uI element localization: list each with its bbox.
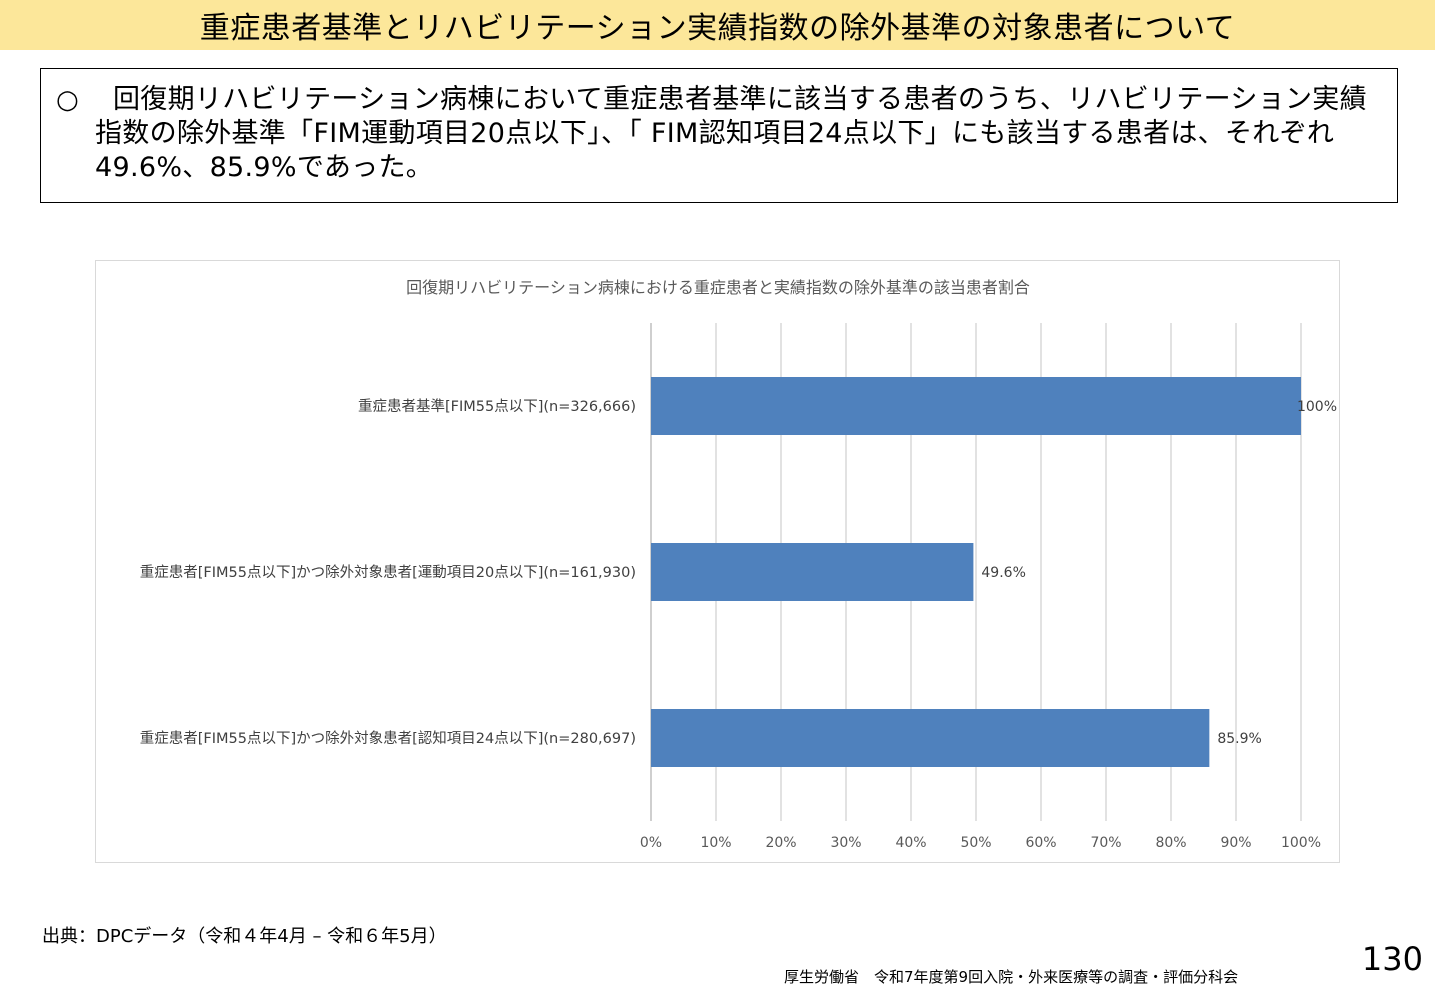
x-tick-label: 100% bbox=[1281, 835, 1321, 851]
bar-chart: 回復期リハビリテーション病棟における重症患者と実績指数の除外基準の該当患者割合 … bbox=[140, 278, 1337, 851]
title-bar: 重症患者基準とリハビリテーション実績指数の除外基準の対象患者について bbox=[0, 0, 1435, 50]
summary-box: ○ 回復期リハビリテーション病棟において重症患者基準に該当する患者のうち、リハビ… bbox=[40, 68, 1398, 203]
x-tick-label: 50% bbox=[960, 835, 991, 851]
x-tick-label: 70% bbox=[1090, 835, 1121, 851]
footer-credit: 厚生労働省 令和7年度第9回入院・外来医療等の調査・評価分科会 bbox=[784, 968, 1239, 986]
x-tick-label: 90% bbox=[1220, 835, 1251, 851]
category-label: 重症患者[FIM55点以下]かつ除外対象患者[認知項目24点以下](n=280,… bbox=[140, 730, 636, 747]
bullet-icon: ○ bbox=[56, 85, 79, 115]
page-number: 130 bbox=[1361, 940, 1423, 978]
bar bbox=[651, 543, 974, 601]
page-title: 重症患者基準とリハビリテーション実績指数の除外基準の対象患者について bbox=[199, 11, 1236, 46]
x-tick-label: 0% bbox=[640, 835, 662, 851]
data-label: 100% bbox=[1297, 399, 1337, 415]
x-tick-label: 30% bbox=[830, 835, 861, 851]
x-tick-label: 20% bbox=[765, 835, 796, 851]
bar bbox=[651, 709, 1210, 767]
bar bbox=[651, 377, 1301, 435]
data-label: 85.9% bbox=[1217, 731, 1261, 747]
data-label: 49.6% bbox=[981, 565, 1025, 581]
x-tick-label: 80% bbox=[1155, 835, 1186, 851]
category-label: 重症患者基準[FIM55点以下](n=326,666) bbox=[358, 398, 636, 415]
x-tick-label: 10% bbox=[700, 835, 731, 851]
summary-text: 回復期リハビリテーション病棟において重症患者基準に該当する患者のうち、リハビリテ… bbox=[95, 84, 1367, 183]
chart-frame: 回復期リハビリテーション病棟における重症患者と実績指数の除外基準の該当患者割合 … bbox=[95, 260, 1340, 863]
chart-title: 回復期リハビリテーション病棟における重症患者と実績指数の除外基準の該当患者割合 bbox=[406, 278, 1030, 297]
source-note: 出典：DPCデータ（令和４年4月 – 令和６年5月） bbox=[42, 926, 447, 947]
category-label: 重症患者[FIM55点以下]かつ除外対象患者[運動項目20点以下](n=161,… bbox=[140, 564, 636, 581]
x-tick-label: 60% bbox=[1025, 835, 1056, 851]
x-tick-label: 40% bbox=[895, 835, 926, 851]
